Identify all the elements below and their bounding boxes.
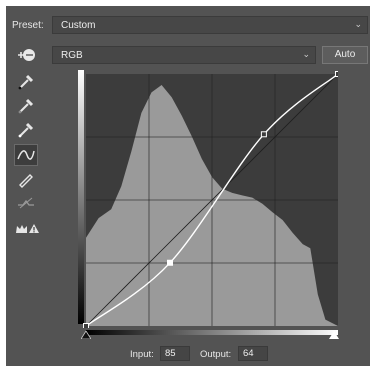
curve-control-point[interactable] <box>260 131 267 138</box>
channel-value: RGB <box>61 50 83 61</box>
chevron-down-icon: ⌄ <box>354 19 362 29</box>
eyedropper-black-icon[interactable] <box>14 70 38 92</box>
input-field[interactable]: 85 <box>160 346 190 361</box>
chevron-down-icon: ⌄ <box>302 49 310 59</box>
channel-row: RGB ⌄ Auto <box>6 46 370 66</box>
output-gradient-bar <box>78 70 84 324</box>
target-adjustment-icon[interactable] <box>16 46 38 64</box>
preset-dropdown[interactable]: Custom ⌄ <box>52 16 368 34</box>
output-label: Output: <box>200 349 232 360</box>
eyedropper-gray-icon[interactable] <box>14 94 38 116</box>
curve-control-point[interactable] <box>167 259 173 266</box>
clipping-warning-icon[interactable] <box>14 218 39 240</box>
eyedropper-white-icon[interactable] <box>14 118 38 140</box>
input-gradient-bar <box>86 322 338 335</box>
tone-curve <box>85 73 339 327</box>
curves-panel: Preset: Custom ⌄ RGB ⌄ Auto <box>6 6 370 366</box>
smooth-icon[interactable] <box>14 192 38 214</box>
preset-value: Custom <box>61 20 96 31</box>
input-output-row: Input: 85 Output: 64 <box>6 346 370 362</box>
baseline-diagonal <box>85 73 339 327</box>
output-field[interactable]: 64 <box>238 346 268 361</box>
curves-graph[interactable] <box>70 70 341 329</box>
tool-column <box>14 70 40 260</box>
auto-button[interactable]: Auto <box>322 46 368 64</box>
curve-points-icon[interactable] <box>14 144 38 166</box>
preset-row: Preset: Custom ⌄ <box>6 16 370 36</box>
channel-dropdown[interactable]: RGB ⌄ <box>52 46 316 64</box>
pencil-icon[interactable] <box>14 168 38 190</box>
input-label: Input: <box>130 349 154 360</box>
preset-label: Preset: <box>12 20 44 31</box>
curve-control-point[interactable] <box>335 71 341 77</box>
